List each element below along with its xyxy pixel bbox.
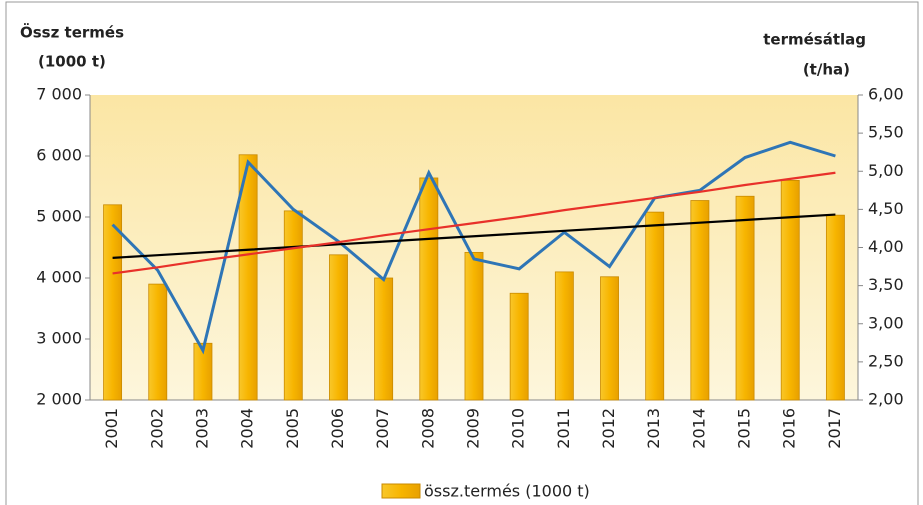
y2-tick-label: 5,00 <box>868 161 904 180</box>
bar <box>238 154 258 401</box>
x-tick-label: 2012 <box>599 408 618 449</box>
x-tick-label: 2015 <box>735 408 754 449</box>
bar <box>103 204 123 401</box>
x-tick-label: 2005 <box>283 408 302 449</box>
bar <box>645 211 665 401</box>
x-tick-label: 2002 <box>147 408 166 449</box>
y2-tick-label: 6,00 <box>868 85 904 104</box>
bar <box>374 277 394 401</box>
line <box>112 213 836 259</box>
bar <box>193 342 213 401</box>
y2-axis-title: (t/ha) <box>803 61 850 79</box>
frame <box>5 1 919 505</box>
y2-tick-label: 5,50 <box>868 123 904 142</box>
bar <box>690 200 710 401</box>
x-tick-label: 2010 <box>509 408 528 449</box>
y-tick-label: 2 000 <box>36 390 82 409</box>
y2-tick-label: 2,50 <box>868 351 904 370</box>
y2-tick-label: 3,00 <box>868 313 904 332</box>
bar <box>329 254 348 401</box>
y2-axis-title: termésátlag <box>763 31 866 49</box>
x-tick-label: 2013 <box>644 408 663 449</box>
bar <box>509 292 529 401</box>
x-tick-label: 2011 <box>554 408 573 449</box>
bar <box>283 210 303 401</box>
y-tick-label: 5 000 <box>36 207 82 226</box>
legend-label: össz.termés (1000 t) <box>424 482 590 501</box>
bar <box>554 271 574 401</box>
x-tick-label: 2017 <box>825 408 844 449</box>
y2-tick-label: 2,00 <box>868 390 904 409</box>
legend-swatch <box>381 483 421 499</box>
bar <box>600 276 619 401</box>
line <box>112 171 836 275</box>
bar <box>419 177 439 401</box>
y-axis-title: (1000 t) <box>38 53 106 71</box>
x-tick-label: 2001 <box>102 408 121 449</box>
x-tick-label: 2016 <box>780 408 799 449</box>
x-tick-label: 2008 <box>418 408 437 449</box>
bar <box>464 251 484 401</box>
x-tick-label: 2004 <box>238 408 257 449</box>
bar <box>780 179 800 401</box>
y-tick-label: 7 000 <box>36 85 82 104</box>
y2-tick-label: 3,50 <box>868 275 904 294</box>
bar <box>735 195 755 401</box>
bar <box>825 214 845 401</box>
bar <box>148 283 168 401</box>
y2-tick-label: 4,50 <box>868 199 904 218</box>
y-tick-label: 6 000 <box>36 146 82 165</box>
line <box>111 140 836 355</box>
x-tick-label: 2009 <box>464 408 483 449</box>
x-tick-label: 2003 <box>192 408 211 449</box>
y2-tick-label: 4,00 <box>868 237 904 256</box>
x-tick-label: 2007 <box>373 408 392 449</box>
x-tick-label: 2006 <box>328 408 347 449</box>
y-tick-label: 4 000 <box>36 268 82 287</box>
y-tick-label: 3 000 <box>36 329 82 348</box>
y-axis-title: Össz termés <box>20 23 124 42</box>
x-tick-label: 2014 <box>689 408 708 449</box>
